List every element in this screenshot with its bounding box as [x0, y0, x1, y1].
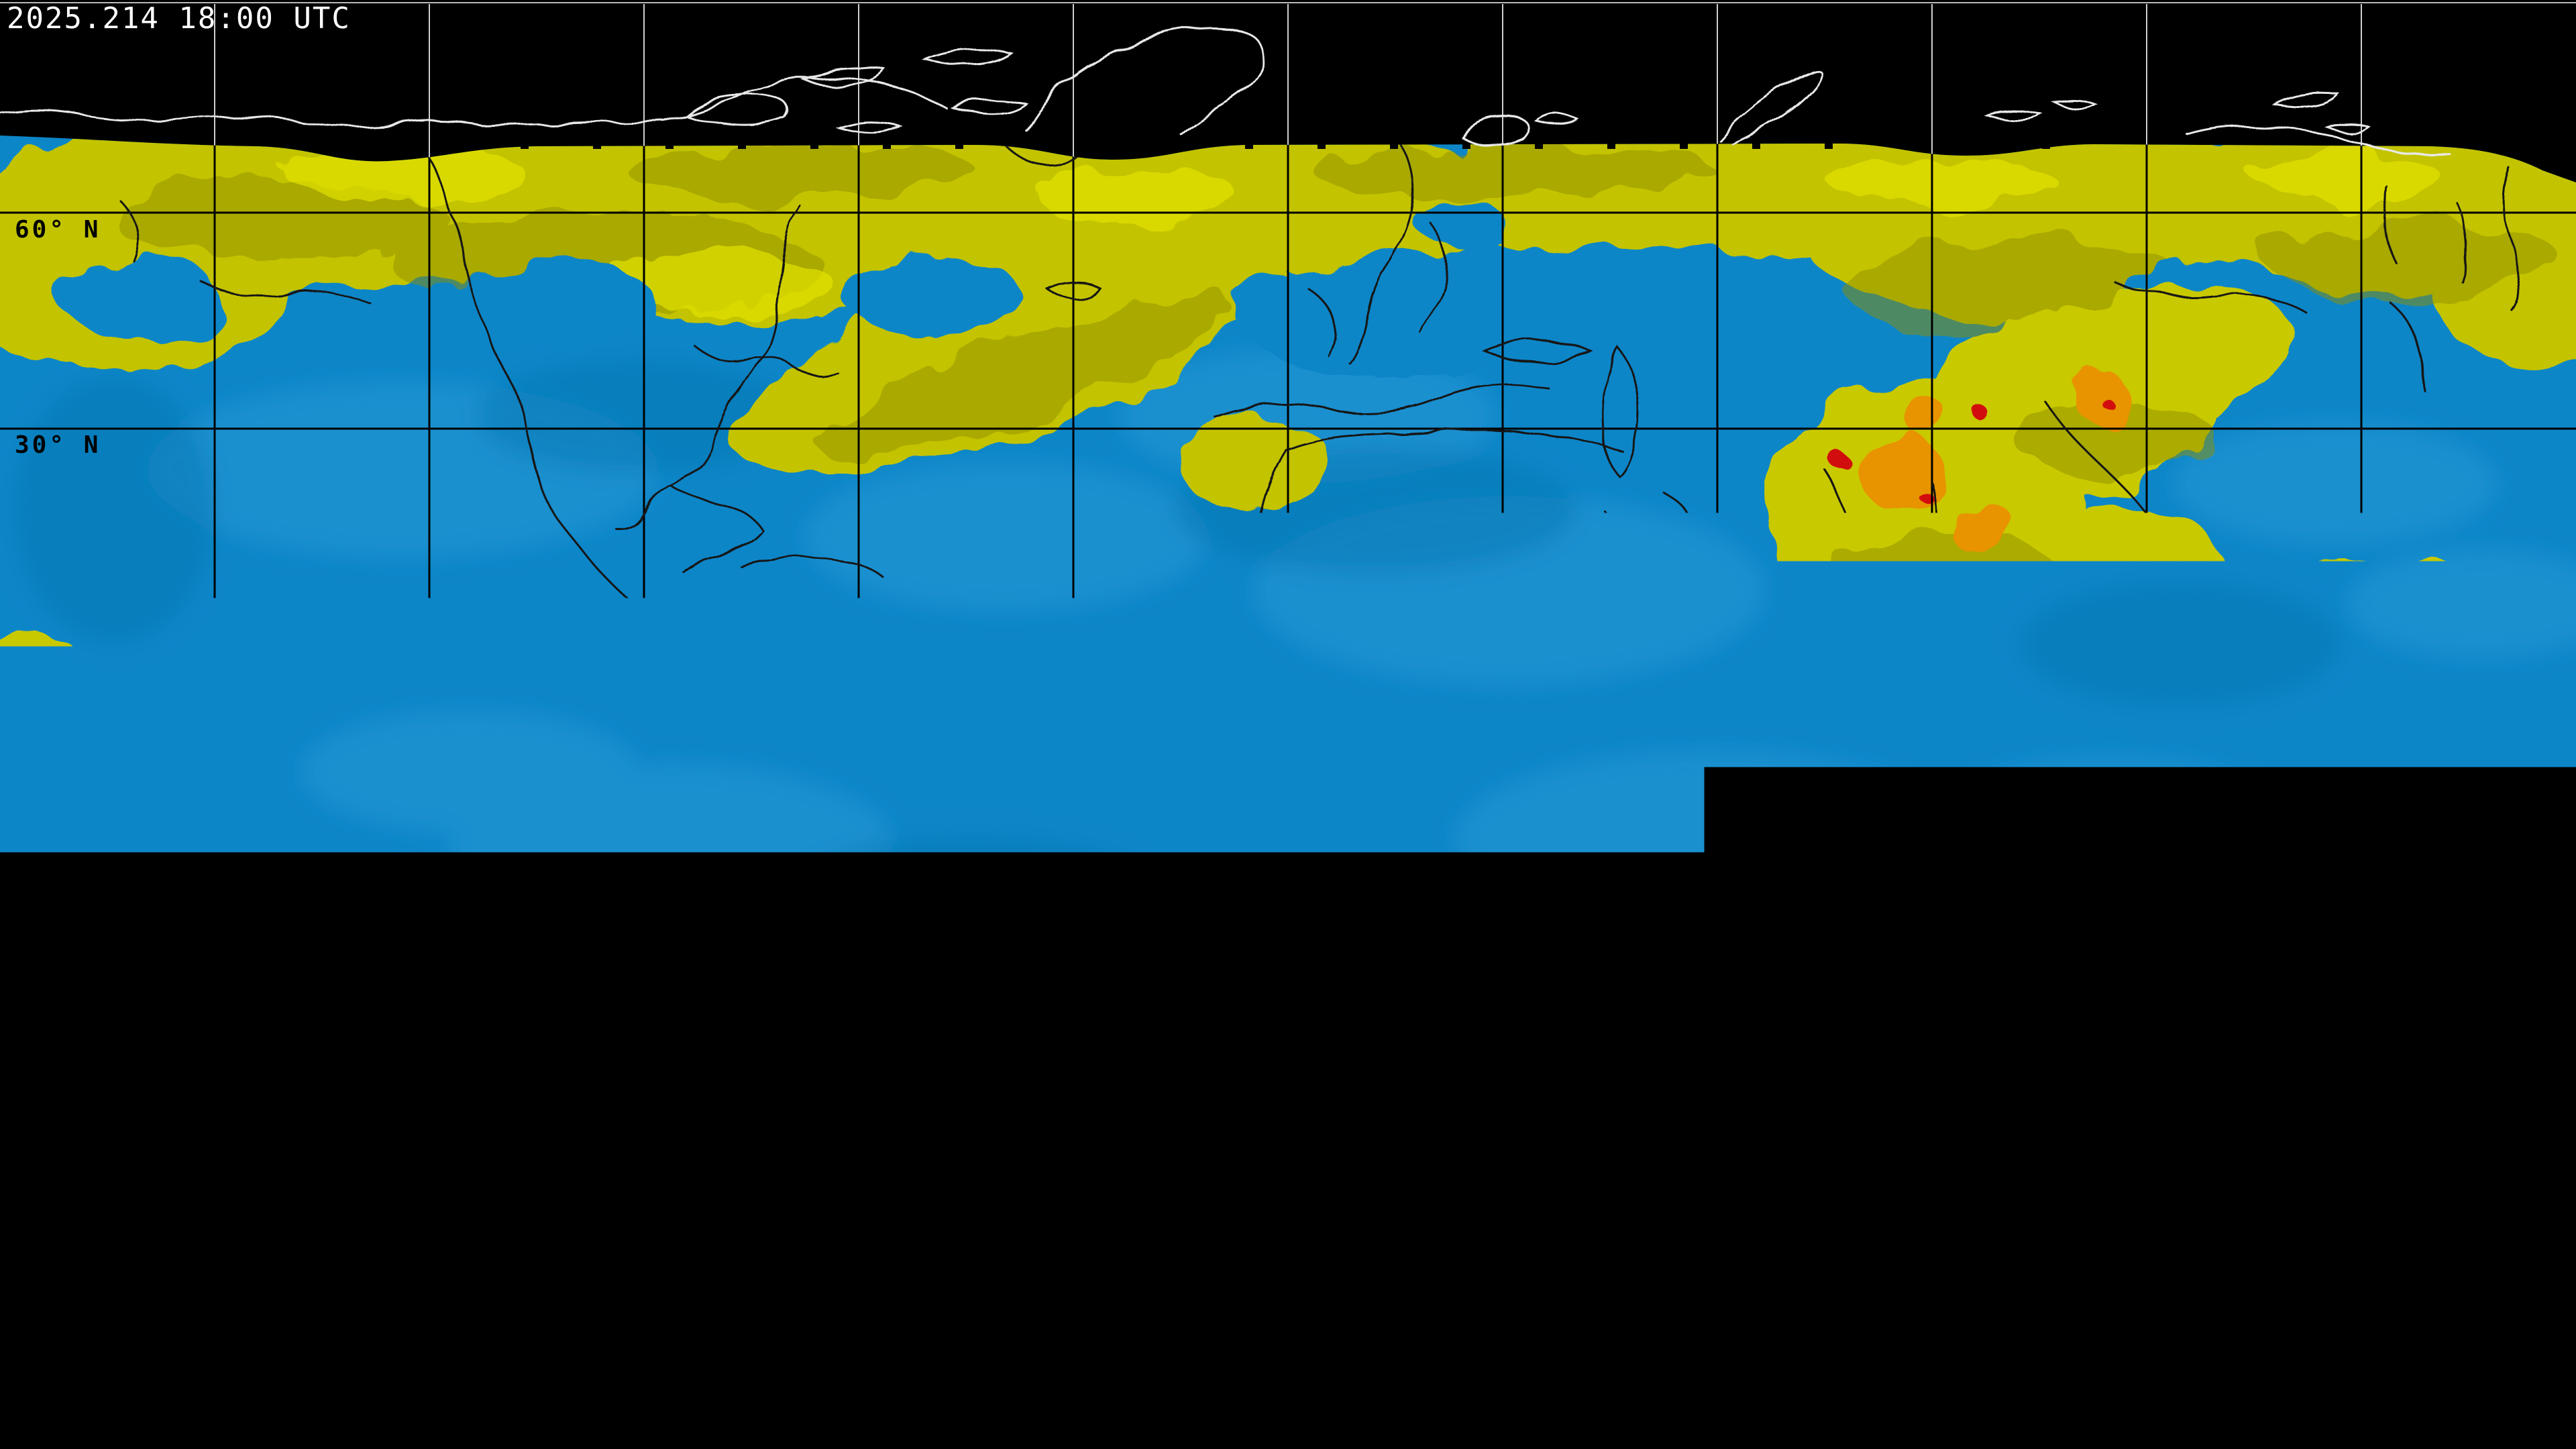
timestamp: 2025.214 18:00 UTC	[7, 1, 351, 36]
colorbar-tick	[1642, 1345, 1644, 1360]
lat-label-60s: 60° S	[15, 1079, 101, 1106]
colorbar-tick-label: 240	[1222, 1363, 1271, 1394]
colorbar-tick	[1774, 1345, 1776, 1360]
colorbar-tick-label: 280	[1574, 1363, 1622, 1394]
colorbar-tick	[1598, 1345, 1600, 1360]
colorbar-tick-label: 200	[870, 1363, 918, 1394]
colorbar-tick	[762, 1345, 764, 1360]
world-map-canvas	[0, 0, 2576, 1449]
lat-label-0n: 0° N	[15, 647, 84, 675]
colorbar-tick	[1290, 1345, 1292, 1360]
satellite-composite-view: 2025.214 18:00 UTC 60° N 30° N 0° N 30° …	[0, 0, 2576, 1449]
colorbar-tick	[850, 1345, 852, 1360]
colorbar-tick	[1114, 1345, 1116, 1360]
colorbar-tick-label: 220	[1046, 1363, 1094, 1394]
colorbar-tick-label: 300	[1750, 1363, 1799, 1394]
colorbar-tick	[1158, 1345, 1160, 1360]
colorbar-tick	[1026, 1345, 1028, 1360]
colorbar-tick	[1334, 1345, 1336, 1360]
colorbar-tick	[938, 1345, 940, 1360]
colorbar: 180 190 200 210 220 230 240 250 260 270 280 290 300 3…	[718, 1312, 1862, 1446]
colorbar-tick	[718, 1345, 720, 1360]
colorbar-tick-label: 210	[958, 1363, 1006, 1394]
colorbar-tick	[1729, 1345, 1731, 1360]
colorbar-title: Brightness Temperature in 6.75um, Kelvin	[718, 1398, 1862, 1429]
colorbar-tick	[981, 1345, 983, 1360]
colorbar-tick	[806, 1345, 808, 1360]
lat-label-60n: 60° N	[15, 216, 101, 244]
colorbar-tick	[1421, 1345, 1424, 1360]
lat-label-30s: 30° S	[15, 863, 101, 891]
colorbar-scale	[718, 1312, 1862, 1345]
colorbar-tick	[894, 1345, 896, 1360]
colorbar-tick	[1862, 1345, 1864, 1360]
colorbar-tick	[1817, 1345, 1819, 1360]
colorbar-tick-label: 310	[1838, 1363, 1886, 1394]
colorbar-tick-label: 180	[694, 1363, 743, 1394]
colorbar-tick-label: 260	[1398, 1363, 1446, 1394]
colorbar-tick	[1554, 1345, 1556, 1360]
colorbar-tick-label: 290	[1662, 1363, 1711, 1394]
colorbar-tick	[1466, 1345, 1468, 1360]
colorbar-tick-label: 190	[782, 1363, 830, 1394]
colorbar-tick-label: 230	[1134, 1363, 1183, 1394]
colorbar-tick	[1686, 1345, 1688, 1360]
colorbar-tick	[1246, 1345, 1248, 1360]
colorbar-tick	[1201, 1345, 1203, 1360]
colorbar-tick	[1378, 1345, 1380, 1360]
colorbar-tick	[1070, 1345, 1072, 1360]
colorbar-tick-label: 270	[1486, 1363, 1534, 1394]
colorbar-tick-label: 250	[1310, 1363, 1358, 1394]
colorbar-tick	[1509, 1345, 1511, 1360]
lat-label-30n: 30° N	[15, 431, 101, 459]
